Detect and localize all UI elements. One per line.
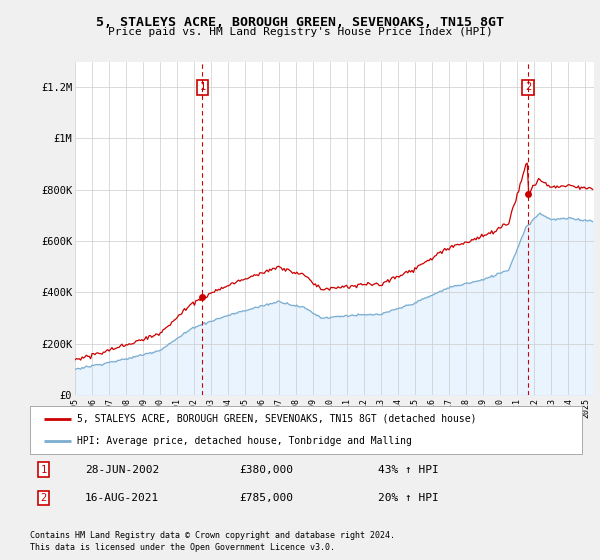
- Text: 20% ↑ HPI: 20% ↑ HPI: [378, 493, 439, 503]
- Text: 5, STALEYS ACRE, BOROUGH GREEN, SEVENOAKS, TN15 8GT (detached house): 5, STALEYS ACRE, BOROUGH GREEN, SEVENOAK…: [77, 414, 476, 424]
- Text: 1: 1: [41, 465, 47, 475]
- Text: HPI: Average price, detached house, Tonbridge and Malling: HPI: Average price, detached house, Tonb…: [77, 436, 412, 446]
- Text: Contains HM Land Registry data © Crown copyright and database right 2024.: Contains HM Land Registry data © Crown c…: [30, 531, 395, 540]
- Text: £380,000: £380,000: [240, 465, 294, 475]
- Text: 16-AUG-2021: 16-AUG-2021: [85, 493, 160, 503]
- Text: Price paid vs. HM Land Registry's House Price Index (HPI): Price paid vs. HM Land Registry's House …: [107, 27, 493, 37]
- Text: 2: 2: [525, 82, 531, 92]
- Text: 43% ↑ HPI: 43% ↑ HPI: [378, 465, 439, 475]
- Text: This data is licensed under the Open Government Licence v3.0.: This data is licensed under the Open Gov…: [30, 543, 335, 552]
- Text: 2: 2: [41, 493, 47, 503]
- Text: 5, STALEYS ACRE, BOROUGH GREEN, SEVENOAKS, TN15 8GT: 5, STALEYS ACRE, BOROUGH GREEN, SEVENOAK…: [96, 16, 504, 29]
- Text: 1: 1: [199, 82, 206, 92]
- Text: 28-JUN-2002: 28-JUN-2002: [85, 465, 160, 475]
- Text: £785,000: £785,000: [240, 493, 294, 503]
